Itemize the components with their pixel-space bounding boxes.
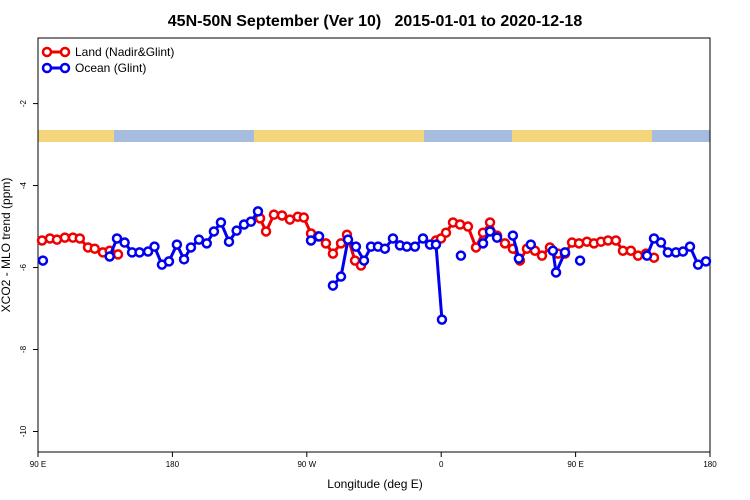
data-point — [559, 247, 571, 258]
y-axis-label: XCO2 - MLO trend (ppm) — [0, 178, 13, 313]
data-point — [342, 234, 354, 245]
data-point — [245, 216, 257, 227]
data-point — [610, 235, 622, 246]
land-strip — [512, 130, 652, 142]
data-point — [401, 241, 413, 252]
data-point — [536, 250, 548, 261]
data-point — [313, 231, 325, 242]
data-point — [149, 241, 160, 252]
x-axis-label: Longitude (deg E) — [327, 477, 422, 491]
data-point — [171, 239, 183, 250]
data-point — [327, 248, 339, 259]
data-point — [409, 241, 421, 252]
legend-marker — [41, 62, 53, 74]
data-point — [74, 233, 86, 244]
y-tick-label: -6 — [19, 263, 28, 271]
y-tick-label: -2 — [19, 99, 28, 107]
data-point — [700, 256, 712, 267]
data-point — [59, 232, 71, 243]
data-point — [268, 209, 280, 220]
data-point — [484, 217, 496, 228]
data-point — [260, 226, 272, 237]
x-tick-label: 90 E — [30, 460, 46, 469]
data-point — [491, 232, 503, 243]
data-point — [455, 250, 467, 261]
data-point — [104, 251, 115, 262]
legend-label: Ocean (Glint) — [75, 61, 146, 75]
legend-marker — [59, 62, 71, 74]
data-point — [655, 237, 667, 248]
data-point — [178, 254, 190, 265]
x-tick-label: 180 — [166, 460, 180, 469]
data-point — [477, 238, 489, 249]
data-point — [335, 271, 347, 282]
legend: Land (Nadir&Glint) Ocean (Glint) — [41, 45, 174, 75]
data-point — [231, 225, 242, 236]
data-point — [440, 227, 452, 238]
data-point — [37, 255, 49, 266]
x-tick-label: 90 W — [297, 460, 316, 469]
data-point — [119, 237, 130, 248]
data-point — [684, 241, 696, 252]
legend-marker — [41, 46, 53, 58]
data-point — [641, 250, 653, 261]
y-tick-label: -4 — [19, 181, 28, 189]
data-point — [499, 238, 511, 249]
series-line — [108, 210, 707, 320]
data-point — [436, 314, 448, 325]
y-tick-label: -8 — [19, 345, 28, 353]
x-tick-label: 0 — [439, 460, 444, 469]
data-point — [525, 239, 537, 250]
land-strip — [254, 130, 424, 142]
data-point — [252, 206, 264, 217]
data-point — [417, 233, 429, 244]
data-point — [111, 233, 123, 244]
data-point — [350, 241, 362, 252]
data-point — [430, 239, 442, 250]
data-point — [305, 235, 317, 246]
data-point — [142, 246, 154, 257]
data-point — [387, 233, 399, 244]
data-point — [507, 230, 519, 241]
map-strip — [38, 130, 710, 142]
data-point — [484, 226, 496, 237]
data-point — [574, 255, 586, 266]
land-strip — [38, 130, 114, 142]
data-point — [276, 210, 288, 221]
y-tick-label: -10 — [19, 425, 28, 437]
x-tick-label: 90 E — [567, 460, 583, 469]
chart-title: 45N-50N September (Ver 10) 2015-01-01 to… — [168, 13, 583, 30]
legend-label: Land (Nadir&Glint) — [75, 45, 174, 59]
data-point — [185, 242, 197, 253]
data-point — [513, 253, 525, 264]
data-point — [112, 249, 124, 260]
data-point — [298, 212, 310, 223]
x-tick-label: 180 — [703, 460, 717, 469]
data-point — [677, 246, 689, 257]
data-point — [550, 267, 562, 278]
data-point — [625, 245, 637, 256]
data-point — [662, 247, 674, 258]
data-point — [89, 243, 100, 254]
data-point — [223, 236, 235, 247]
data-point — [193, 234, 205, 245]
data-point — [547, 245, 559, 256]
data-point — [215, 217, 227, 228]
data-point — [320, 238, 332, 249]
data-point — [208, 226, 220, 237]
data-point — [163, 256, 175, 267]
data-point — [327, 280, 339, 291]
plot-frame — [37, 37, 711, 453]
data-point — [358, 255, 370, 266]
legend-marker — [59, 46, 71, 58]
data-point — [462, 221, 474, 232]
data-point — [134, 247, 145, 258]
data-point — [379, 243, 391, 254]
data-point — [201, 238, 212, 249]
